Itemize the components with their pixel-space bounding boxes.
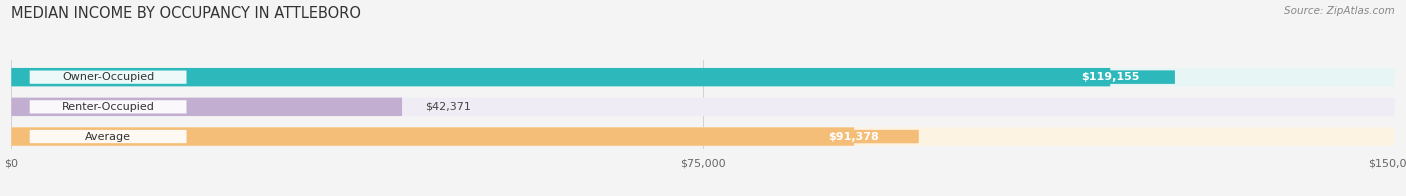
FancyBboxPatch shape (11, 98, 1395, 116)
Text: $91,378: $91,378 (828, 132, 879, 142)
Text: Owner-Occupied: Owner-Occupied (62, 72, 155, 82)
FancyBboxPatch shape (30, 130, 187, 143)
FancyBboxPatch shape (11, 68, 1395, 86)
Text: $119,155: $119,155 (1081, 72, 1139, 82)
FancyBboxPatch shape (11, 127, 853, 146)
Text: Source: ZipAtlas.com: Source: ZipAtlas.com (1284, 6, 1395, 16)
Text: $42,371: $42,371 (425, 102, 471, 112)
FancyBboxPatch shape (30, 71, 187, 84)
FancyBboxPatch shape (11, 68, 1111, 86)
Text: MEDIAN INCOME BY OCCUPANCY IN ATTLEBORO: MEDIAN INCOME BY OCCUPANCY IN ATTLEBORO (11, 6, 361, 21)
FancyBboxPatch shape (11, 98, 402, 116)
Text: Average: Average (86, 132, 131, 142)
FancyBboxPatch shape (11, 127, 1395, 146)
FancyBboxPatch shape (1046, 71, 1175, 84)
FancyBboxPatch shape (790, 130, 918, 143)
FancyBboxPatch shape (1046, 71, 1175, 84)
FancyBboxPatch shape (790, 130, 918, 143)
Text: Renter-Occupied: Renter-Occupied (62, 102, 155, 112)
FancyBboxPatch shape (30, 100, 187, 113)
